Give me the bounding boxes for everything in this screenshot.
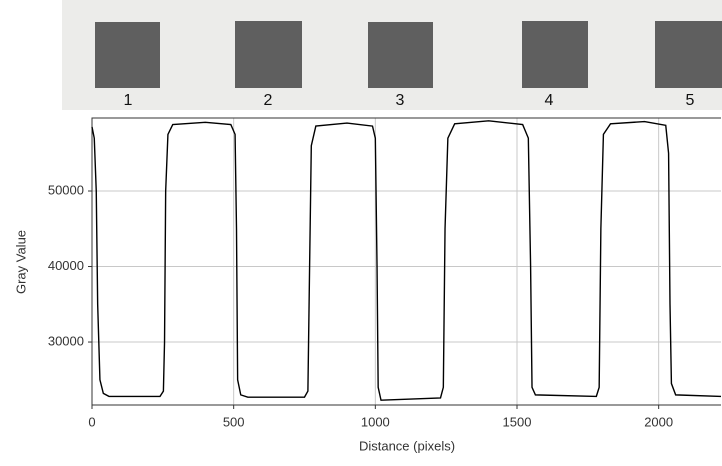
x-tick-label: 1000 — [361, 414, 390, 429]
square-label: 2 — [264, 92, 273, 109]
y-tick-label: 40000 — [48, 258, 84, 273]
plot-frame — [91, 117, 721, 406]
x-tick-label: 1500 — [503, 414, 532, 429]
sample-square — [368, 22, 433, 88]
x-tick-label: 500 — [223, 414, 245, 429]
x-tick-label: 0 — [88, 414, 95, 429]
sample-square — [95, 22, 160, 88]
x-axis-label: Distance (pixels) — [359, 438, 455, 453]
sample-square — [522, 21, 588, 88]
square-label: 5 — [686, 92, 695, 109]
y-tick-label: 30000 — [48, 333, 84, 348]
plot-area — [92, 118, 721, 405]
square-label: 1 — [124, 92, 133, 109]
x-tick-label: 2000 — [644, 414, 673, 429]
profile-line — [91, 120, 722, 401]
square-label: 3 — [396, 92, 405, 109]
sample-square — [235, 21, 302, 88]
y-tick-label: 50000 — [48, 182, 84, 197]
sample-square — [655, 21, 722, 88]
square-label: 4 — [545, 92, 554, 109]
y-axis-label: Gray Value — [13, 230, 28, 294]
